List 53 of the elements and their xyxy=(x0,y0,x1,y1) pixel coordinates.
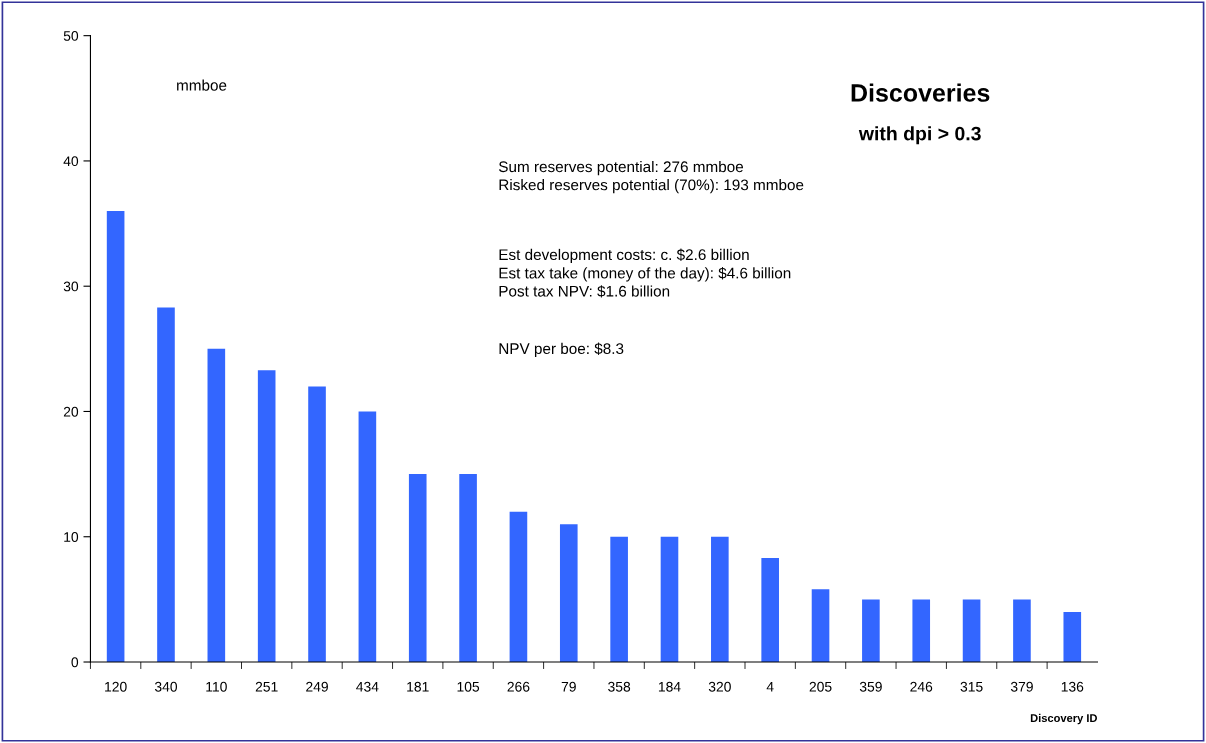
annotation: NPV per boe: $8.3 xyxy=(499,342,624,358)
x-tick-label: 184 xyxy=(658,681,681,692)
bar xyxy=(358,411,377,663)
bar xyxy=(1063,611,1082,663)
x-tick-label: 434 xyxy=(356,681,379,692)
bar xyxy=(811,589,830,663)
bar xyxy=(157,307,175,663)
x-tick-label: 266 xyxy=(507,681,530,692)
x-tick-label: 120 xyxy=(105,681,127,692)
x-tick-label: 320 xyxy=(708,681,731,692)
x-tick-label: 4 xyxy=(766,681,774,692)
y-tick-label: 40 xyxy=(63,156,79,167)
bar xyxy=(106,211,125,663)
x-tick-label: 181 xyxy=(407,681,429,692)
bar xyxy=(459,474,477,663)
bar xyxy=(610,536,628,663)
x-tick-label: 358 xyxy=(608,681,631,692)
bar xyxy=(509,511,528,663)
annotation: Sum reserves potential: 276 mmboe Risked reserves potential (70%): 193 mmboe xyxy=(498,160,804,194)
x-tick-label: 205 xyxy=(809,681,832,692)
x-tick-label: 251 xyxy=(255,681,278,692)
bar xyxy=(308,386,326,663)
bar xyxy=(207,348,226,663)
annotation: mmboe xyxy=(177,79,227,91)
bar xyxy=(761,558,779,663)
bar xyxy=(862,599,880,663)
x-tick-label: 315 xyxy=(960,681,983,692)
x-tick-label: 79 xyxy=(561,681,576,692)
x-tick-label: 249 xyxy=(306,681,328,692)
x-tick-label: 340 xyxy=(154,681,178,692)
bar xyxy=(257,370,276,663)
bar xyxy=(1013,599,1031,663)
y-tick-label: 50 xyxy=(63,31,79,41)
bar xyxy=(711,536,729,663)
bar xyxy=(559,524,578,663)
y-tick-label: 30 xyxy=(63,281,79,292)
y-tick-label: 10 xyxy=(64,532,79,542)
bar xyxy=(912,599,931,663)
x-tick-label: 359 xyxy=(859,681,882,692)
x-tick-label: 110 xyxy=(206,681,227,692)
text: Discoveries xyxy=(851,83,990,102)
x-tick-label: 105 xyxy=(457,681,480,692)
text: with dpi > 0.3 xyxy=(858,126,981,145)
annotation: Est development costs: c. $2.6 billion Est tax take (money of the day): $4.6 billion Post tax NPV: $1.6 billion xyxy=(499,248,791,298)
y-tick-label: 0 xyxy=(71,657,79,668)
x-tick-label: 136 xyxy=(1061,681,1084,692)
bar xyxy=(408,474,427,663)
x-tick-label: 379 xyxy=(1010,681,1033,692)
bar xyxy=(962,599,981,663)
x-axis-title: Discovery ID xyxy=(1030,713,1097,725)
y-tick-label: 20 xyxy=(63,406,79,417)
bar xyxy=(660,536,679,663)
x-tick-label: 246 xyxy=(910,681,933,692)
